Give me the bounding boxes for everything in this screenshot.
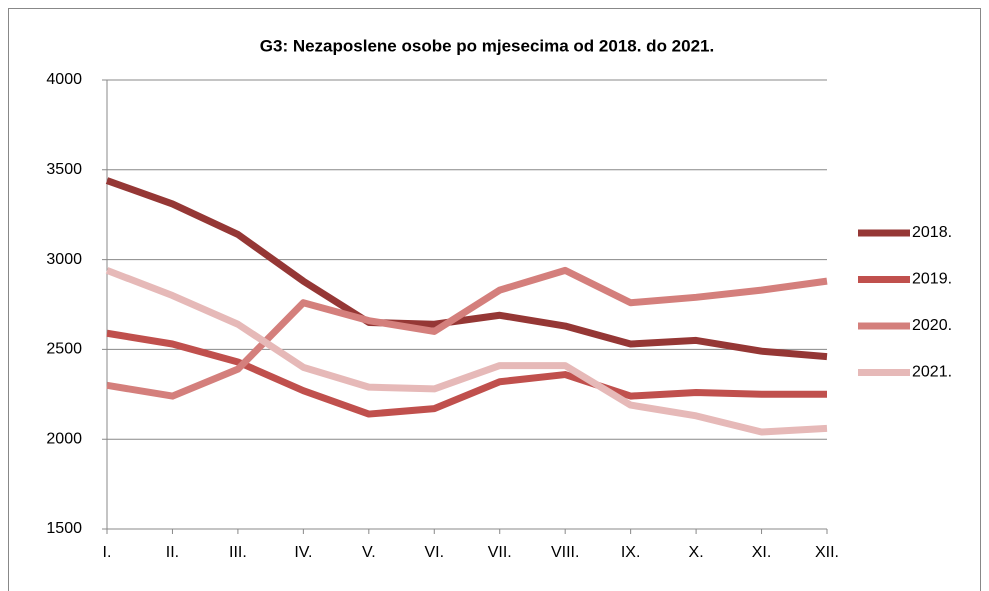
x-tick-label: XI.	[752, 544, 772, 561]
chart-border	[8, 8, 981, 591]
line-series	[106, 266, 828, 400]
x-tick-label: V.	[362, 544, 376, 561]
legend-label: 2018.	[912, 224, 952, 241]
x-tick-label: I.	[103, 544, 112, 561]
y-tick-label: 3500	[46, 161, 82, 178]
y-tick-label: 1500	[46, 520, 82, 537]
x-tick-label: VIII.	[551, 544, 579, 561]
x-tick-label: VII.	[488, 544, 512, 561]
x-tick-label: III.	[229, 544, 247, 561]
x-tick-label: IX.	[621, 544, 641, 561]
line-series	[105, 267, 828, 436]
x-tick-label: X.	[689, 544, 704, 561]
y-tick-label: 2000	[46, 430, 82, 447]
x-tick-label: IV.	[294, 544, 312, 561]
legend-label: 2019.	[912, 271, 952, 288]
line-series	[106, 329, 827, 418]
y-tick-label: 3000	[46, 251, 82, 268]
y-tick-label: 4000	[46, 71, 82, 88]
y-tick-label: 2500	[46, 341, 82, 358]
x-tick-label: II.	[166, 544, 179, 561]
chart-title: G3: Nezaposlene osobe po mjesecima od 20…	[260, 36, 714, 55]
x-tick-label: XII.	[815, 544, 839, 561]
legend-label: 2021.	[912, 364, 952, 381]
x-tick-label: VI.	[424, 544, 444, 561]
line-series	[105, 177, 828, 361]
legend-label: 2020.	[912, 317, 952, 334]
